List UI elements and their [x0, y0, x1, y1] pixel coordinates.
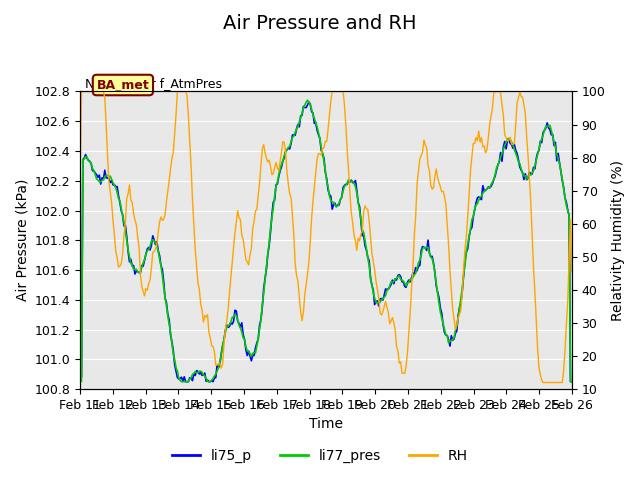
- Y-axis label: Air Pressure (kPa): Air Pressure (kPa): [15, 179, 29, 301]
- Legend: li75_p, li77_pres, RH: li75_p, li77_pres, RH: [166, 443, 474, 468]
- Text: BA_met: BA_met: [97, 79, 149, 92]
- X-axis label: Time: Time: [309, 418, 343, 432]
- Y-axis label: Relativity Humidity (%): Relativity Humidity (%): [611, 160, 625, 321]
- Text: No data for f_AtmPres: No data for f_AtmPres: [85, 77, 222, 90]
- Text: Air Pressure and RH: Air Pressure and RH: [223, 14, 417, 34]
